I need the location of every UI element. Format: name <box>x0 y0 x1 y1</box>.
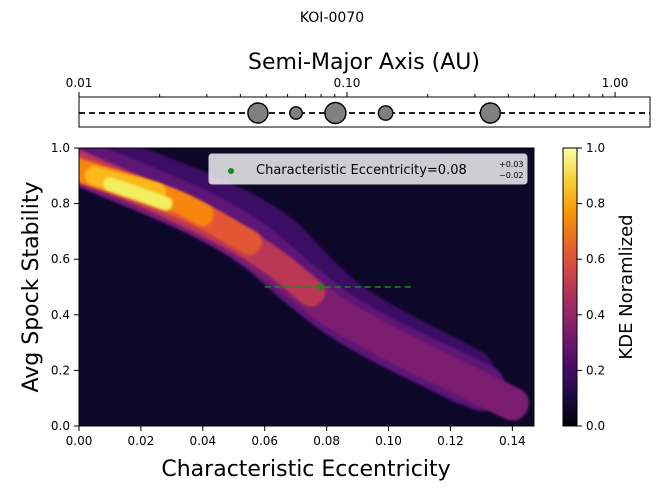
kde-y-ticks: 0.0 0.2 0.4 0.6 0.8 1.0 <box>51 141 79 433</box>
planet-marker <box>324 101 347 125</box>
kde-contour-level <box>103 177 173 211</box>
strip-tick-label: 1.00 <box>602 76 629 90</box>
strip-xlabel: Semi-Major Axis (AU) <box>248 50 480 75</box>
strip-tick-group: 0.01 0.10 1.00 <box>66 76 629 97</box>
kde-x-tick-label: 0.12 <box>437 434 464 448</box>
kde-x-tick-label: 0.06 <box>251 434 278 448</box>
kde-frame <box>78 147 535 427</box>
kde-x-ticks: 0.00 0.02 0.04 0.06 0.08 0.10 0.12 0.14 <box>66 426 526 448</box>
colorbar-gradient <box>563 148 577 426</box>
eccentricity-marker <box>264 283 414 291</box>
kde-x-tick-label: 0.04 <box>189 434 216 448</box>
planet-marker <box>289 106 303 120</box>
strip-frame <box>78 96 651 128</box>
legend-err-plus: +0.03 <box>499 160 524 169</box>
colorbar-tick-label: 0.4 <box>586 308 605 322</box>
figure-title: KOI-0070 <box>300 10 364 26</box>
colorbar-tick-label: 0.8 <box>586 197 605 211</box>
legend-label: Characteristic Eccentricity=0.08 <box>256 163 467 178</box>
planet-marker <box>247 102 269 124</box>
colorbar-tick-label: 0.2 <box>586 363 605 377</box>
legend-marker <box>228 168 234 174</box>
kde-y-tick-label: 0.6 <box>51 252 70 266</box>
kde-y-tick-label: 0.0 <box>51 419 70 433</box>
colorbar: 0.0 0.2 0.4 0.6 0.8 1.0 KDE Noramlized <box>562 141 637 433</box>
legend-box <box>208 153 528 185</box>
colorbar-ticks: 0.0 0.2 0.4 0.6 0.8 1.0 <box>577 141 605 433</box>
colorbar-frame <box>562 147 578 427</box>
orbit-strip-panel: Semi-Major Axis (AU) 0.01 0.10 1.00 <box>66 50 651 128</box>
kde-xlabel: Characteristic Eccentricity <box>161 457 450 482</box>
colorbar-tick-label: 1.0 <box>586 141 605 155</box>
colorbar-tick-label: 0.0 <box>586 419 605 433</box>
legend-value: 0.08 <box>438 163 467 178</box>
kde-x-tick-label: 0.02 <box>128 434 155 448</box>
orbit-planet-markers <box>247 101 502 125</box>
kde-panel: Characteristic Eccentricity=0.08 +0.03 −… <box>19 141 535 482</box>
kde-x-tick-label: 0.08 <box>313 434 340 448</box>
kde-contours <box>79 148 529 421</box>
kde-y-tick-label: 1.0 <box>51 141 70 155</box>
planet-marker <box>479 102 502 124</box>
kde-y-tick-label: 0.8 <box>51 197 70 211</box>
colorbar-label: KDE Noramlized <box>616 214 637 359</box>
eccentricity-point <box>317 283 324 291</box>
legend: Characteristic Eccentricity=0.08 +0.03 −… <box>208 153 528 185</box>
planet-marker <box>377 105 394 121</box>
kde-x-tick-label: 0.14 <box>499 434 526 448</box>
kde-ylabel: Avg Spock Stability <box>19 182 44 393</box>
legend-err-minus: −0.02 <box>499 171 524 180</box>
kde-x-tick-label: 0.00 <box>66 434 93 448</box>
kde-x-tick-label: 0.10 <box>375 434 402 448</box>
legend-prefix: Characteristic Eccentricity= <box>256 163 438 178</box>
kde-y-tick-label: 0.2 <box>51 363 70 377</box>
strip-tick-label: 0.01 <box>66 76 93 90</box>
strip-tick-label: 0.10 <box>334 76 361 90</box>
kde-y-tick-label: 0.4 <box>51 308 70 322</box>
colorbar-tick-label: 0.6 <box>586 252 605 266</box>
